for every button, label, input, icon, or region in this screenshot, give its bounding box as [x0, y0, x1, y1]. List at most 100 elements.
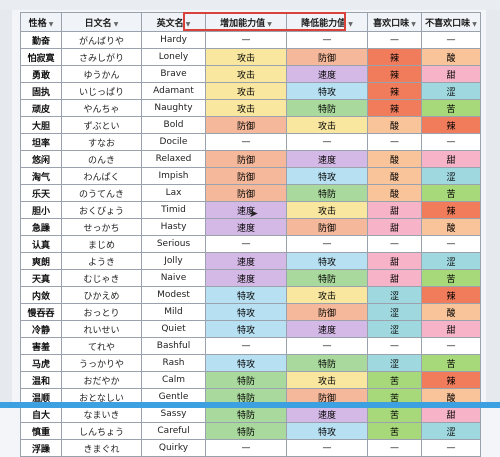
english-name: Sassy: [141, 405, 206, 423]
nature-name: 内敛: [20, 286, 62, 304]
bottom-strip: [0, 402, 500, 408]
english-name: Hardy: [141, 31, 206, 49]
like-flavor: 甜: [367, 218, 422, 236]
header-japanese[interactable]: 日文名 ▼: [61, 12, 142, 32]
header-increase[interactable]: 增加能力值 ▼: [205, 12, 287, 32]
sort-icon[interactable]: ▼: [267, 20, 272, 28]
english-name: Rash: [141, 354, 206, 372]
dislike-flavor: 苦: [421, 184, 481, 202]
nature-name: 自大: [20, 405, 62, 423]
like-flavor: —: [367, 31, 422, 49]
header-like-flavor[interactable]: 喜欢口味 ▼: [367, 12, 422, 32]
top-bar: [0, 0, 500, 10]
increase-stat: —: [205, 133, 287, 151]
header-dislike-flavor[interactable]: 不喜欢口味 ▼: [421, 12, 481, 32]
sort-icon[interactable]: ▼: [348, 20, 353, 28]
nature-name: 冷静: [20, 320, 62, 338]
english-name: Timid: [141, 201, 206, 219]
sort-icon[interactable]: ▼: [472, 20, 477, 28]
dislike-flavor: 苦: [421, 269, 481, 287]
japanese-name: わんぱく: [61, 167, 142, 185]
increase-stat: 速度: [205, 218, 287, 236]
increase-stat: 速度: [205, 252, 287, 270]
like-flavor: 甜: [367, 201, 422, 219]
table-row: 勇敢 ゆうかん Brave 攻击 速度辣甜: [20, 65, 481, 83]
decrease-stat: 特攻: [286, 422, 368, 440]
sort-icon[interactable]: ▼: [113, 20, 119, 28]
decrease-stat: 特防: [286, 269, 368, 287]
nature-name: 急躁: [20, 218, 62, 236]
english-name: Jolly: [141, 252, 206, 270]
header-english[interactable]: 英文名 ▼: [141, 12, 206, 32]
table-row: 内敛 ひかえめ Modest 特攻 攻击涩辣: [20, 286, 481, 304]
dislike-flavor: 辣: [421, 286, 481, 304]
increase-stat: 速度: [205, 269, 287, 287]
nature-name: 认真: [20, 235, 62, 253]
dislike-flavor: 酸: [421, 388, 481, 406]
decrease-stat: —: [286, 439, 368, 457]
nature-name: 怕寂寞: [20, 48, 62, 66]
decrease-stat: —: [286, 133, 368, 151]
english-name: Lax: [141, 184, 206, 202]
like-flavor: 苦: [367, 388, 422, 406]
table-header-row: 性格 ▼ 日文名 ▼ 英文名 ▼ 增加能力值 ▼ 降低能力值 ▼ 喜欢口味 ▼ 不喜欢口味 ▼: [20, 12, 481, 32]
decrease-stat: 速度: [286, 405, 368, 423]
english-name: Docile: [141, 133, 206, 151]
table-row: 淘气 わんぱく Impish 防御 特攻酸涩: [20, 167, 481, 185]
dislike-flavor: 涩: [421, 422, 481, 440]
nature-name: 大胆: [20, 116, 62, 134]
english-name: Quiet: [141, 320, 206, 338]
decrease-stat: 特攻: [286, 82, 368, 100]
japanese-name: うっかりや: [61, 354, 142, 372]
japanese-name: むじゃき: [61, 269, 142, 287]
increase-stat: 速度: [205, 201, 287, 219]
sort-icon[interactable]: ▼: [185, 20, 191, 28]
decrease-stat: 攻击: [286, 201, 368, 219]
english-name: Naive: [141, 269, 206, 287]
dislike-flavor: —: [421, 133, 481, 151]
dislike-flavor: 甜: [421, 65, 481, 83]
table-row: 怕寂寞 さみしがり Lonely 攻击 防御辣酸: [20, 48, 481, 66]
nature-name: 浮躁: [20, 439, 62, 457]
dislike-flavor: 苦: [421, 354, 481, 372]
japanese-name: いじっぱり: [61, 82, 142, 100]
table-row: 慎重 しんちょう Careful 特防 特攻苦涩: [20, 422, 481, 440]
dislike-flavor: 甜: [421, 150, 481, 168]
like-flavor: 酸: [367, 150, 422, 168]
sort-icon[interactable]: ▼: [411, 20, 416, 28]
japanese-name: ひかえめ: [61, 286, 142, 304]
english-name: Modest: [141, 286, 206, 304]
table-row: 自大 なまいき Sassy 特防 速度苦甜: [20, 405, 481, 423]
decrease-stat: 速度: [286, 150, 368, 168]
nature-name: 温和: [20, 371, 62, 389]
table-row: 勤奋 がんばりや Hardy — — — —: [20, 31, 481, 49]
increase-stat: 特防: [205, 371, 287, 389]
header-decrease[interactable]: 降低能力值 ▼: [286, 12, 368, 32]
english-name: Bashful: [141, 337, 206, 355]
decrease-stat: 防御: [286, 218, 368, 236]
increase-stat: 攻击: [205, 65, 287, 83]
english-name: Lonely: [141, 48, 206, 66]
sort-icon[interactable]: ▼: [48, 20, 54, 28]
japanese-name: ずぶとい: [61, 116, 142, 134]
decrease-stat: 特防: [286, 184, 368, 202]
table-row: 认真 まじめ Serious — — — —: [20, 235, 481, 253]
like-flavor: 辣: [367, 65, 422, 83]
like-flavor: 酸: [367, 184, 422, 202]
dislike-flavor: —: [421, 235, 481, 253]
decrease-stat: 速度: [286, 320, 368, 338]
japanese-name: のんき: [61, 150, 142, 168]
header-nature[interactable]: 性格 ▼: [20, 12, 62, 32]
like-flavor: —: [367, 439, 422, 457]
dislike-flavor: 酸: [421, 218, 481, 236]
japanese-name: きまぐれ: [61, 439, 142, 457]
dislike-flavor: 酸: [421, 303, 481, 321]
decrease-stat: —: [286, 235, 368, 253]
nature-name: 勇敢: [20, 65, 62, 83]
dislike-flavor: 涩: [421, 252, 481, 270]
japanese-name: のうてんき: [61, 184, 142, 202]
increase-stat: —: [205, 337, 287, 355]
table-row: 天真 むじゃき Naive 速度 特防甜苦: [20, 269, 481, 287]
japanese-name: せっかち: [61, 218, 142, 236]
nature-name: 慎重: [20, 422, 62, 440]
